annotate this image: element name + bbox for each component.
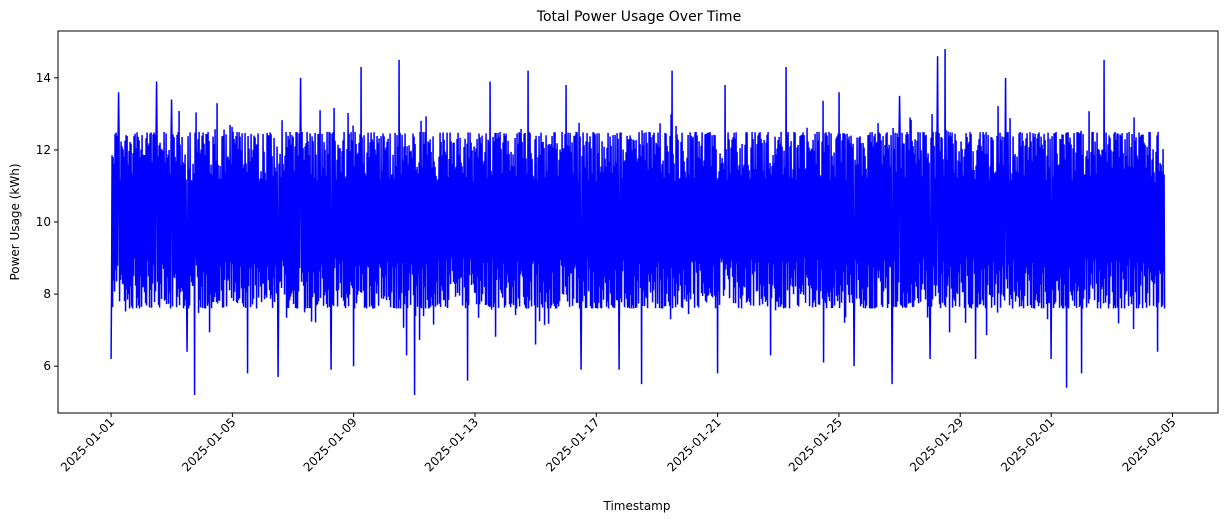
plot-area	[110, 49, 1166, 395]
y-tick-label: 8	[43, 287, 51, 301]
y-axis-label: Power Usage (kWh)	[8, 163, 22, 280]
chart-title: Total Power Usage Over Time	[536, 9, 741, 25]
y-tick-label: 12	[36, 143, 51, 157]
series-line-power-usage	[110, 49, 1166, 395]
y-axis: 6 8 10 12 14	[36, 71, 58, 373]
y-tick-label: 14	[36, 71, 51, 85]
y-tick-label: 6	[43, 359, 51, 373]
y-tick-label: 10	[36, 215, 51, 229]
x-axis-label: Timestamp	[603, 499, 671, 513]
